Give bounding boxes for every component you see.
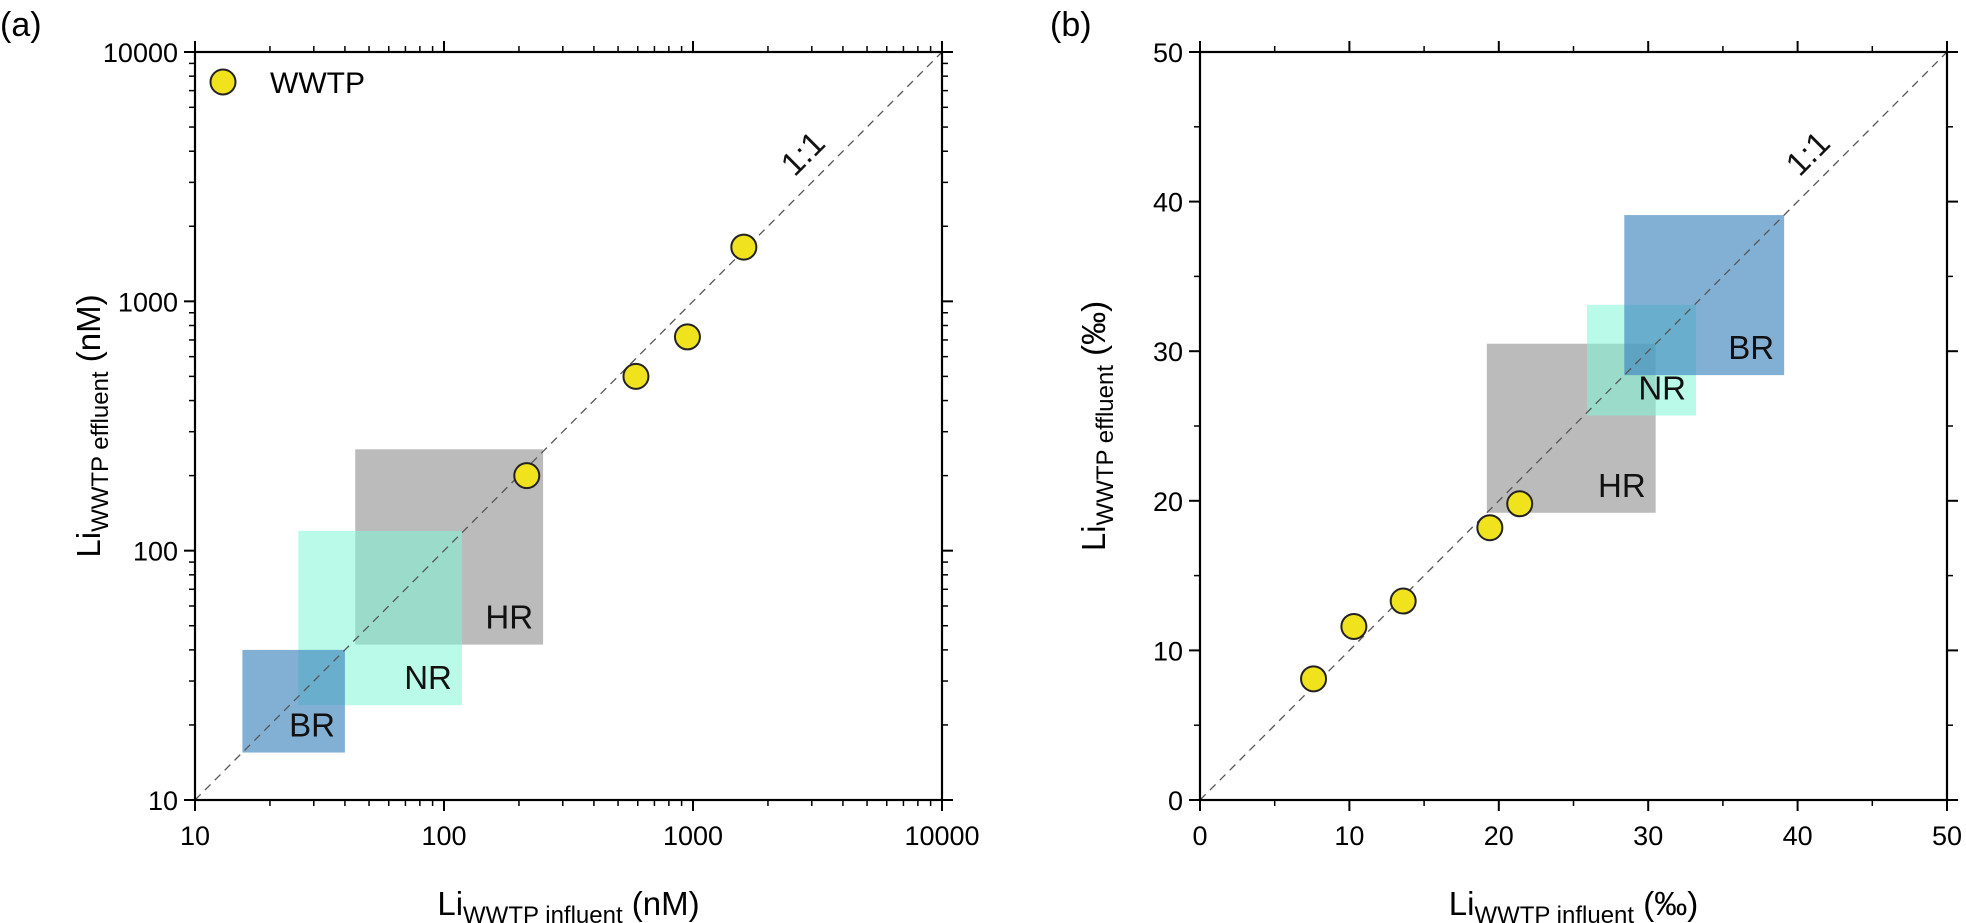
data-point <box>673 323 701 351</box>
data-point <box>730 233 758 261</box>
data-point <box>1389 587 1417 615</box>
data-point <box>1340 612 1368 640</box>
data-point <box>513 462 541 490</box>
region-label-hr: HR <box>485 599 533 636</box>
x-tick-label: 40 <box>1783 821 1813 851</box>
panel-label: (a) <box>0 6 42 44</box>
region-label-nr: NR <box>404 659 452 696</box>
y-tick-label: 20 <box>1153 487 1183 517</box>
legend-marker <box>209 68 237 96</box>
one-to-one-label: 1:1 <box>773 124 832 183</box>
region-label-br: BR <box>289 707 335 744</box>
x-tick-label: 50 <box>1932 821 1962 851</box>
data-point <box>622 362 650 390</box>
panel-label: (b) <box>1050 6 1092 44</box>
data-point <box>1506 490 1534 518</box>
region-label-hr: HR <box>1598 467 1646 504</box>
x-tick-label: 0 <box>1192 821 1207 851</box>
y-tick-label: 30 <box>1153 337 1183 367</box>
y-tick-label: 0 <box>1168 786 1183 816</box>
plot-frame <box>193 50 944 802</box>
one-to-one-label: 1:1 <box>1778 124 1837 183</box>
y-axis-title: LiWWTP effluent (nM) <box>70 294 114 557</box>
x-tick-label: 1000 <box>663 821 723 851</box>
legend-label: WWTP <box>270 67 365 100</box>
y-tick-label: 50 <box>1153 38 1183 68</box>
panel-b: (b) HR NR BR 1:1 0 10 20 30 40 50 0 10 20 30 40 50 LiWWTP… <box>1050 6 1962 923</box>
y-tick-label: 40 <box>1153 188 1183 218</box>
x-tick-label: 10 <box>1334 821 1364 851</box>
x-axis-title: LiWWTP influent (nM) <box>437 885 699 923</box>
x-tick-label: 10 <box>180 821 210 851</box>
one-to-one-line <box>194 51 943 801</box>
data-point <box>1300 665 1328 693</box>
panel-a: (a) HR NR BR 1:1 10 100 1000 10000 10 100 1000 10000… <box>0 6 980 923</box>
y-tick-label: 10 <box>1153 636 1183 666</box>
region-label-br: BR <box>1728 329 1774 366</box>
y-tick-label: 100 <box>133 537 178 567</box>
x-tick-label: 30 <box>1633 821 1663 851</box>
x-axis-title: LiWWTP influent (‰) <box>1449 885 1698 923</box>
y-tick-label: 10000 <box>103 38 178 68</box>
data-point <box>1476 514 1504 542</box>
y-axis-title: LiWWTP effluent (‰) <box>1075 301 1119 551</box>
x-tick-label: 20 <box>1484 821 1514 851</box>
y-tick-label: 10 <box>148 786 178 816</box>
y-tick-label: 1000 <box>118 287 178 317</box>
region-label-nr: NR <box>1638 370 1686 407</box>
x-tick-label: 100 <box>421 821 466 851</box>
x-tick-label: 10000 <box>904 821 979 851</box>
